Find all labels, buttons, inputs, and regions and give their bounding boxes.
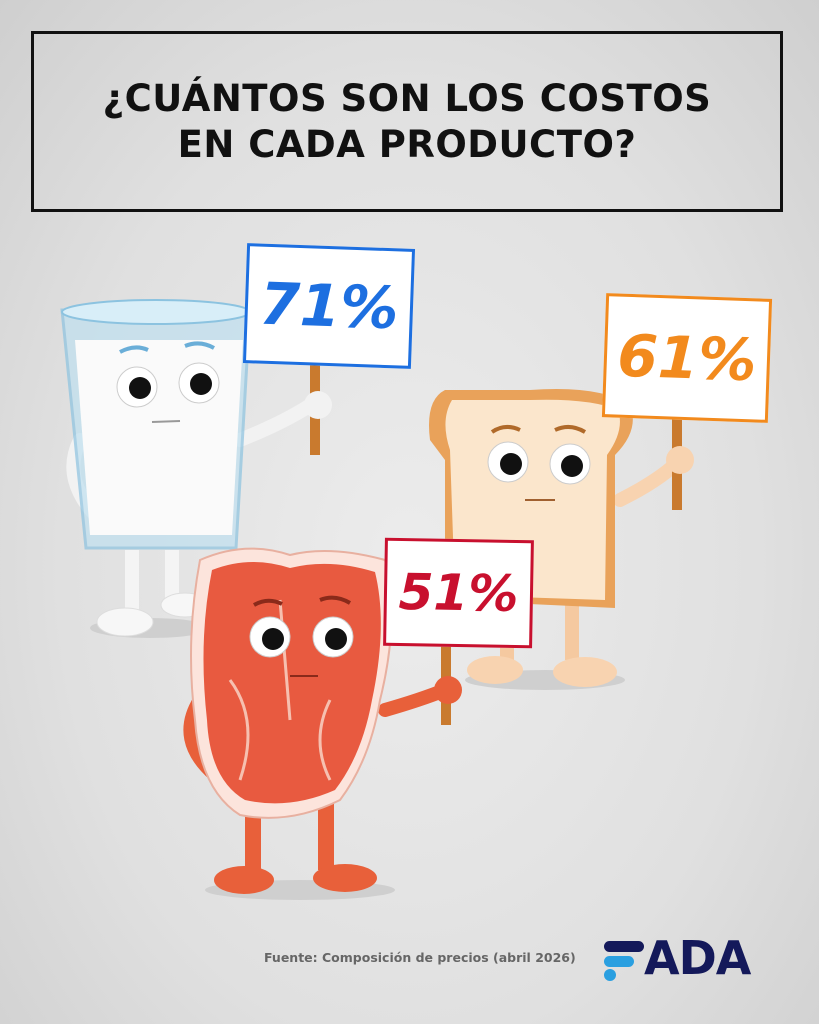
title-line-2: EN CADA PRODUCTO?	[177, 122, 637, 166]
steak-character	[183, 547, 462, 900]
title-line-1: ¿CUÁNTOS SON LOS COSTOS	[102, 76, 712, 120]
title-box: ¿CUÁNTOS SON LOS COSTOS EN CADA PRODUCTO…	[31, 31, 783, 212]
meat-percent-sign: 51%	[383, 537, 534, 649]
milk-percent-sign: 71%	[242, 243, 416, 369]
fada-logo: ADA	[602, 931, 752, 985]
milk-character	[60, 299, 332, 638]
source-note: Fuente: Composición de precios (abril 20…	[264, 950, 576, 965]
page-title: ¿CUÁNTOS SON LOS COSTOS EN CADA PRODUCTO…	[103, 76, 712, 168]
fada-logo-mark-icon	[604, 941, 644, 981]
fada-logo-text: ADA	[644, 931, 751, 985]
bread-percent-sign: 61%	[601, 293, 773, 423]
